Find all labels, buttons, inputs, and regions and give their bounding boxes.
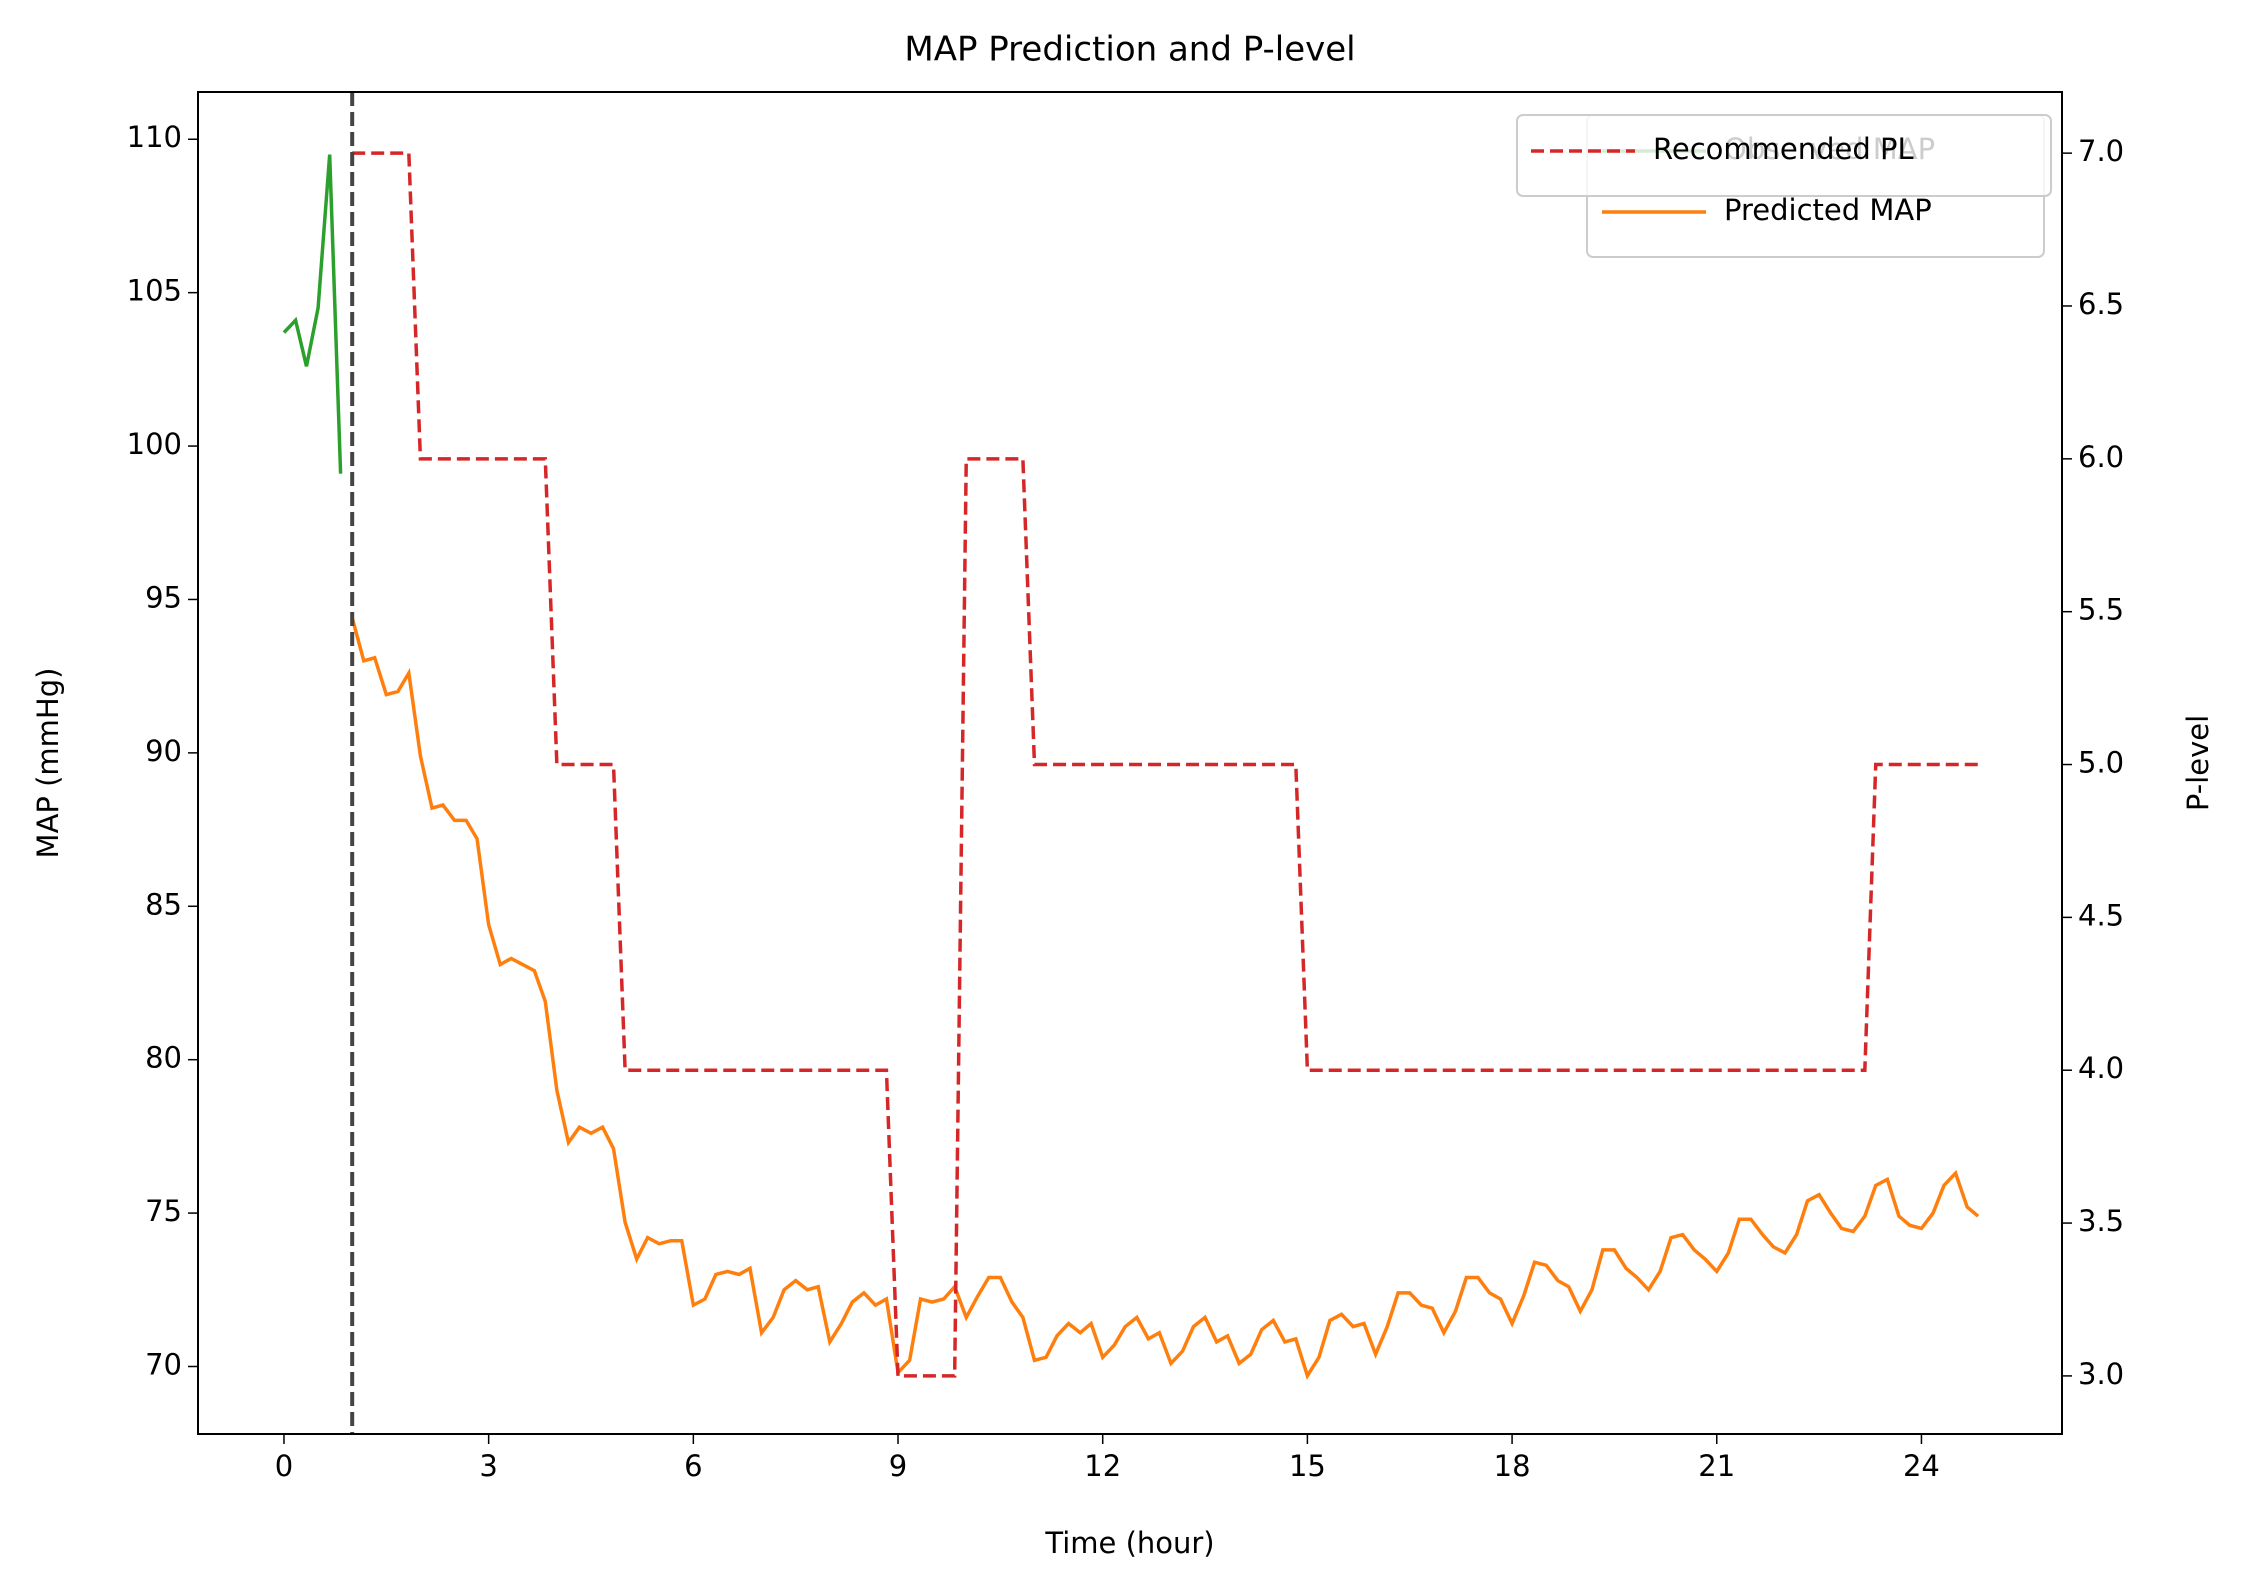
x-tick-label: 6 bbox=[684, 1449, 702, 1483]
legend-label: Recommended PL bbox=[1653, 132, 1914, 166]
series-line bbox=[352, 151, 1979, 1378]
y2-tick-label: 3.5 bbox=[2078, 1204, 2124, 1238]
y2-tick-label: 4.0 bbox=[2078, 1051, 2124, 1085]
y2-tick-label: 6.0 bbox=[2078, 440, 2124, 474]
y-tick-label: 70 bbox=[145, 1348, 182, 1382]
x-tick-label: 18 bbox=[1494, 1449, 1531, 1483]
y2-tick-label: 5.5 bbox=[2078, 593, 2124, 627]
x-tick-label: 21 bbox=[1698, 1449, 1735, 1483]
x-tick-label: 0 bbox=[275, 1449, 293, 1483]
series-line bbox=[282, 154, 343, 474]
y2-tick-label: 4.5 bbox=[2078, 898, 2124, 932]
chart-title: MAP Prediction and P-level bbox=[904, 30, 1355, 70]
y-tick-label: 80 bbox=[145, 1041, 182, 1075]
y-tick-label: 100 bbox=[127, 427, 182, 461]
x-tick-label: 24 bbox=[1903, 1449, 1940, 1483]
y-tick-label: 85 bbox=[145, 887, 182, 921]
legend-box bbox=[1516, 114, 2052, 197]
y2-tick-label: 5.0 bbox=[2078, 746, 2124, 780]
legend-label: Predicted MAP bbox=[1724, 193, 1932, 227]
y2-tick-label: 3.0 bbox=[2078, 1357, 2124, 1391]
x-tick-label: 15 bbox=[1289, 1449, 1326, 1483]
x-tick-label: 3 bbox=[479, 1449, 497, 1483]
y-tick-label: 90 bbox=[145, 734, 182, 768]
y2-tick-label: 7.0 bbox=[2078, 134, 2124, 168]
y-tick-label: 105 bbox=[127, 274, 182, 308]
series-line bbox=[350, 617, 1980, 1380]
x-tick-label: 12 bbox=[1084, 1449, 1121, 1483]
y-tick-label: 75 bbox=[145, 1194, 182, 1228]
y-tick-label: 110 bbox=[127, 120, 182, 154]
x-axis-label: Time (hour) bbox=[1044, 1526, 1214, 1560]
y2-tick-label: 6.5 bbox=[2078, 287, 2124, 321]
y-tick-label: 95 bbox=[145, 580, 182, 614]
x-tick-label: 9 bbox=[889, 1449, 907, 1483]
axes-frame bbox=[197, 91, 2063, 1435]
y-axis-label: MAP (mmHg) bbox=[31, 668, 65, 859]
y2-axis-label: P-level bbox=[2181, 715, 2215, 811]
